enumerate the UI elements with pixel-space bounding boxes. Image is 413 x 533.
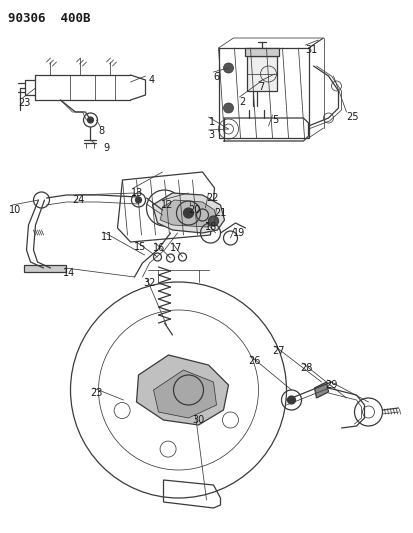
Text: 30: 30 <box>192 415 204 425</box>
Text: 32: 32 <box>143 278 156 288</box>
Polygon shape <box>153 370 216 418</box>
Text: 90306  400B: 90306 400B <box>9 12 91 25</box>
Polygon shape <box>314 382 328 398</box>
Circle shape <box>223 103 233 113</box>
Text: 19: 19 <box>232 228 244 238</box>
Circle shape <box>183 208 193 218</box>
Text: 26: 26 <box>248 356 260 366</box>
Text: 5: 5 <box>272 115 278 125</box>
Polygon shape <box>244 48 278 56</box>
Polygon shape <box>246 56 276 91</box>
Text: 7: 7 <box>258 82 264 92</box>
Text: 3: 3 <box>208 130 214 140</box>
Text: 12: 12 <box>160 200 173 210</box>
Polygon shape <box>136 355 228 425</box>
Text: 10: 10 <box>9 205 21 215</box>
Text: 15: 15 <box>133 242 145 252</box>
Text: 23: 23 <box>19 98 31 108</box>
Text: 18: 18 <box>204 222 216 232</box>
Text: 22: 22 <box>206 193 218 203</box>
Text: 6: 6 <box>213 72 219 82</box>
Text: 4: 4 <box>148 75 154 85</box>
Polygon shape <box>160 200 216 227</box>
Text: 16: 16 <box>152 243 164 253</box>
Text: 11: 11 <box>100 232 112 242</box>
Polygon shape <box>152 193 224 233</box>
Text: 28: 28 <box>300 363 312 373</box>
Circle shape <box>208 216 218 226</box>
Text: 8: 8 <box>98 126 104 136</box>
Polygon shape <box>24 265 66 272</box>
Text: 2: 2 <box>239 97 245 107</box>
Text: 13: 13 <box>130 188 142 198</box>
Text: 20: 20 <box>188 205 200 215</box>
Text: 21: 21 <box>214 208 226 218</box>
Text: 14: 14 <box>62 268 75 278</box>
Text: 17: 17 <box>169 243 181 253</box>
Text: 27: 27 <box>272 346 284 356</box>
Circle shape <box>87 117 93 123</box>
Text: 25: 25 <box>346 112 358 122</box>
Text: 1: 1 <box>208 117 214 127</box>
Text: 31: 31 <box>305 45 317 55</box>
Text: 9: 9 <box>103 143 109 153</box>
Text: 23: 23 <box>90 388 102 398</box>
Text: 29: 29 <box>325 380 337 390</box>
Circle shape <box>223 63 233 73</box>
Circle shape <box>135 197 141 203</box>
Circle shape <box>287 396 295 404</box>
Text: 24: 24 <box>72 195 85 205</box>
